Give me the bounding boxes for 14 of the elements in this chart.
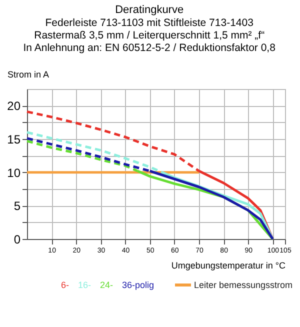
legend-label: Leiter bemessungsstrom: [194, 280, 293, 290]
y-tick-label: 20: [7, 99, 21, 114]
chart-subtitle: Federleiste 713-1103 mit Stiftleiste 713-1403 Rastermaß 3,5 mm / Leiterquerschnitt 1,5 mm² „f“ In Anlehnung an: EN 60512-5-2 / Reduktionsfaktor 0,8: [23, 17, 276, 54]
y-axis-title: Strom in A: [8, 70, 50, 80]
y-tick-label: 0: [14, 232, 21, 246]
text: 24-: [100, 280, 114, 290]
text: 6-: [61, 280, 70, 290]
text: 36-polig: [122, 280, 154, 290]
text: 16-: [78, 280, 92, 290]
x-axis-title: Umgebungstemperatur in °C: [171, 260, 286, 270]
chart-title: Deratingkurve: [115, 4, 184, 16]
y-tick-label: 5: [14, 199, 21, 214]
y-tick-label: 15: [7, 132, 21, 146]
y-tick-label: 10: [7, 166, 21, 180]
